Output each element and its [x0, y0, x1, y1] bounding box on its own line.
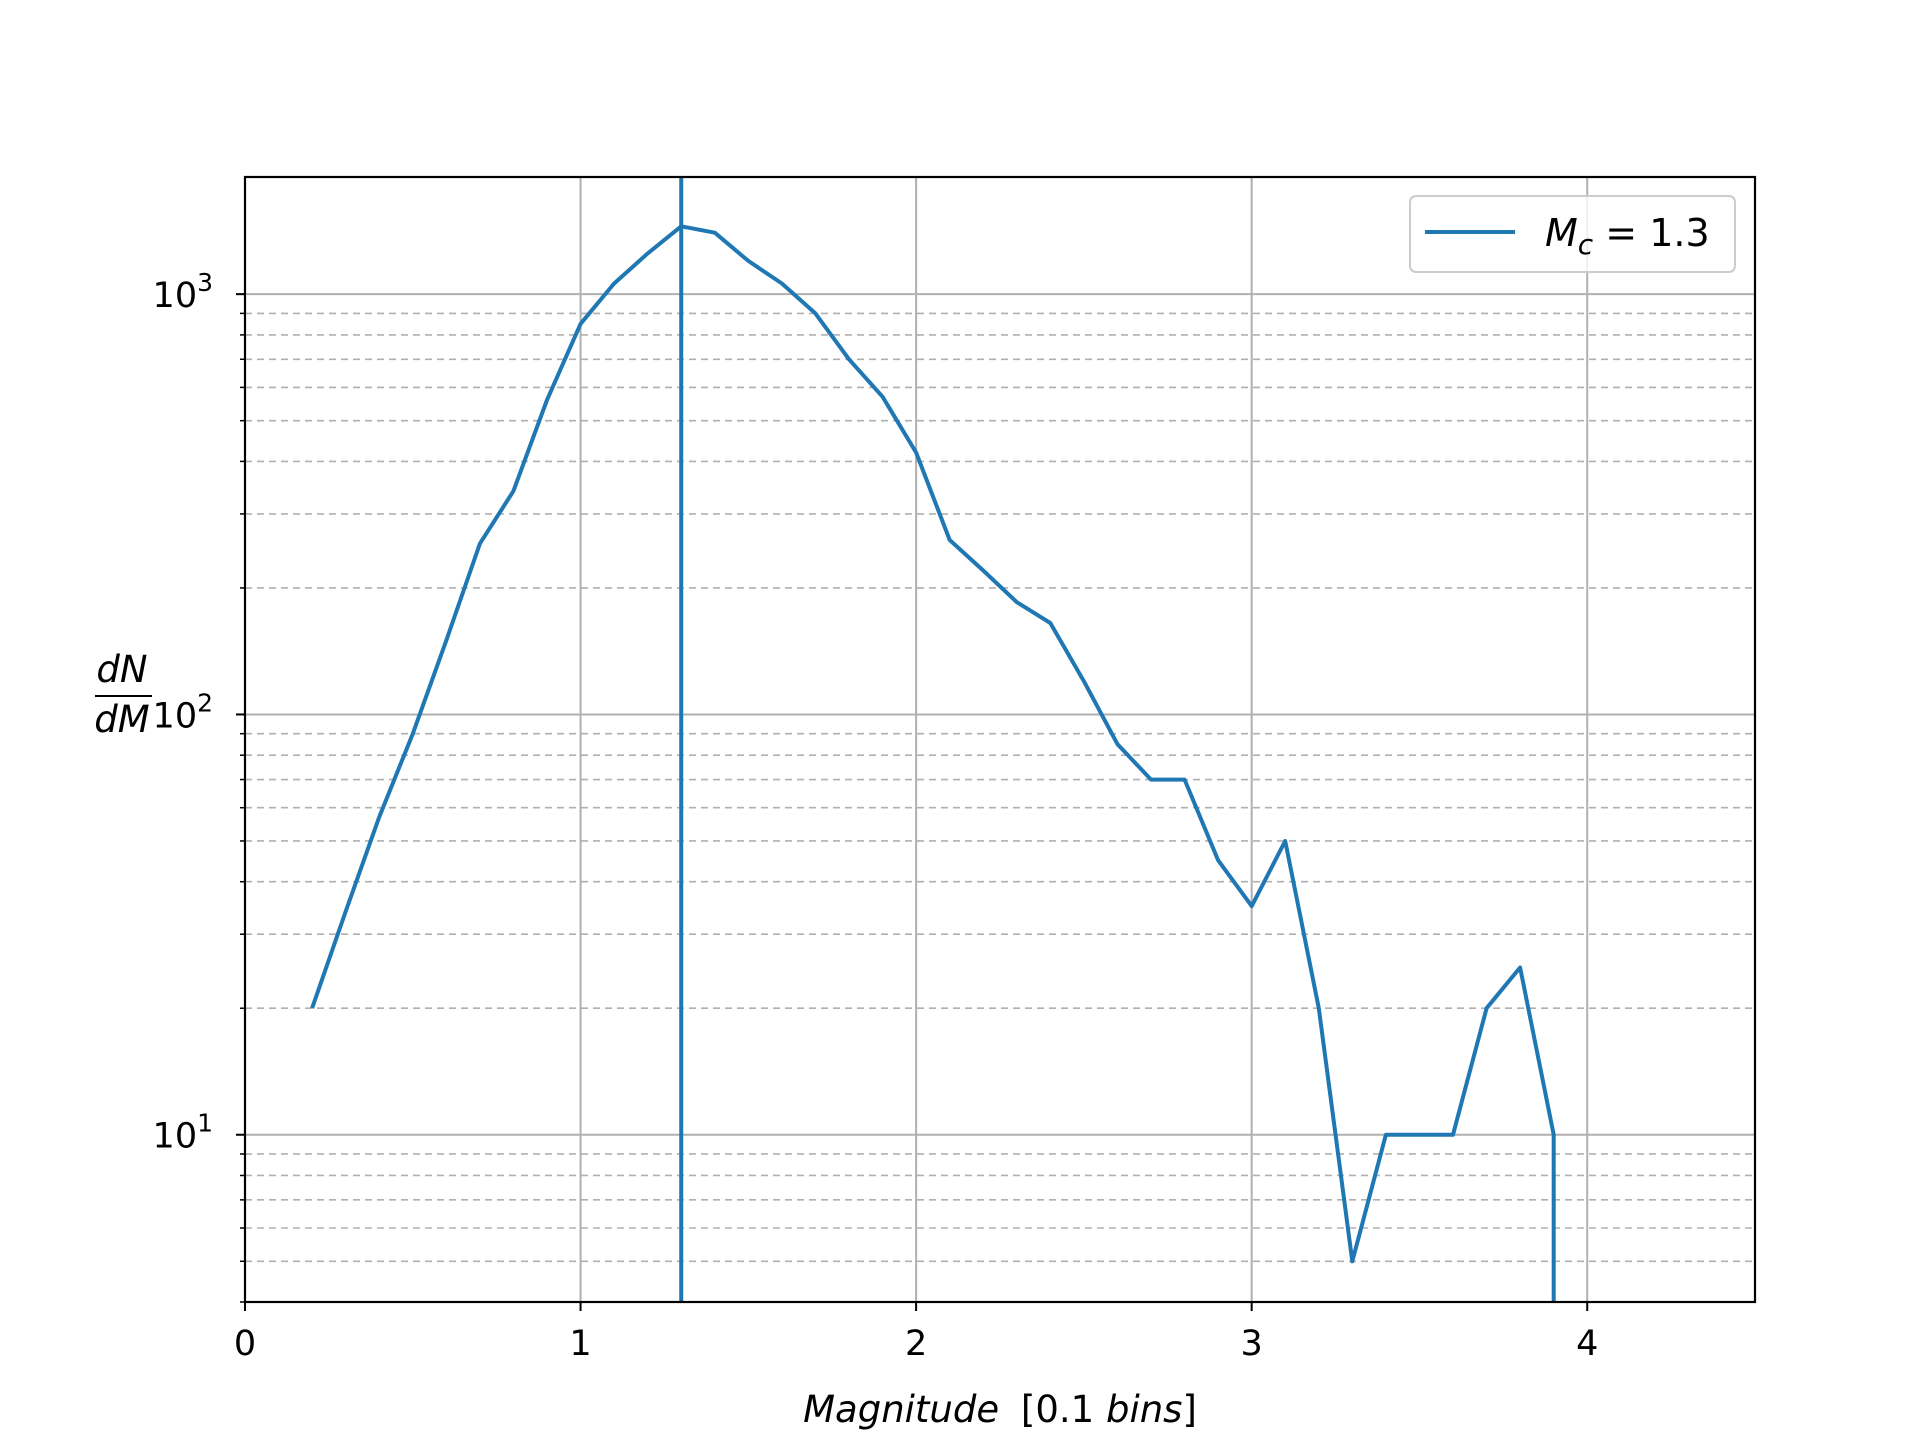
y-axis-label-denominator: dM — [94, 698, 149, 741]
y-tick-base: 10 — [153, 696, 198, 736]
legend: Mc = 1.3 — [1409, 195, 1736, 273]
plot-frame — [243, 175, 1757, 1304]
y-tick-exponent: 3 — [197, 268, 213, 297]
y-tick-label: 102 — [153, 688, 213, 736]
y-tick-base: 10 — [153, 276, 198, 316]
legend-value: = 1.3 — [1593, 211, 1709, 255]
legend-subscript: c — [1578, 228, 1594, 261]
legend-symbol: M — [1545, 211, 1578, 255]
x-tick-label: 3 — [1241, 1324, 1263, 1364]
y-axis-label-numerator: dN — [96, 648, 147, 691]
x-axis-label-italic2: bins — [1106, 1388, 1183, 1431]
series-line — [310, 224, 1556, 1302]
x-tick-label: 4 — [1576, 1324, 1598, 1364]
y-tick-base: 10 — [153, 1117, 198, 1157]
grid — [244, 177, 1755, 1303]
y-tick-label: 101 — [153, 1109, 213, 1157]
y-tick-label: 103 — [153, 268, 213, 316]
x-axis-label: Magnitude [0.1 bins] — [803, 1388, 1197, 1431]
legend-box — [1409, 195, 1736, 273]
x-axis-label-rest: [0.1 — [1021, 1388, 1106, 1431]
x-tick-label: 1 — [569, 1324, 591, 1364]
x-tick-label: 0 — [234, 1324, 256, 1364]
legend-label: Mc = 1.3 — [1545, 211, 1710, 261]
y-tick-exponent: 1 — [197, 1109, 213, 1138]
x-tick-label: 2 — [905, 1324, 927, 1364]
x-axis-label-italic: Magnitude — [803, 1388, 999, 1431]
y-tick-exponent: 2 — [197, 688, 213, 717]
series-layer — [310, 177, 1556, 1302]
x-axis-label-close: ] — [1182, 1388, 1196, 1431]
y-axis-label: dN dM — [94, 648, 152, 741]
